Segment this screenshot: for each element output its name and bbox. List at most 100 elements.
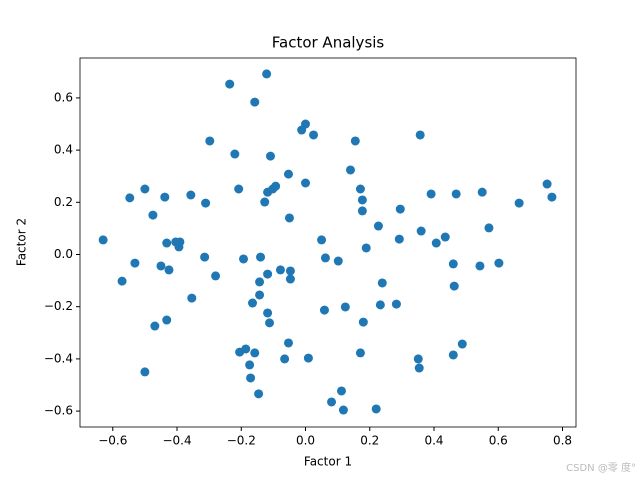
- point: [280, 354, 290, 364]
- point: [303, 353, 313, 363]
- point: [254, 389, 264, 399]
- point: [283, 338, 293, 348]
- point: [394, 234, 404, 244]
- point: [542, 179, 552, 189]
- point: [301, 178, 311, 188]
- x-tick-label: 0.6: [489, 434, 508, 448]
- point: [371, 404, 381, 414]
- point: [327, 397, 337, 407]
- point: [477, 187, 487, 197]
- point: [440, 232, 450, 242]
- point: [125, 193, 135, 203]
- point: [150, 321, 160, 331]
- point: [200, 252, 210, 262]
- point: [449, 281, 459, 291]
- point: [283, 169, 293, 179]
- point: [309, 130, 319, 140]
- point: [357, 195, 367, 205]
- point: [355, 348, 365, 358]
- point: [345, 165, 355, 175]
- point: [205, 136, 215, 146]
- point: [241, 344, 251, 354]
- point: [248, 298, 258, 308]
- point: [415, 130, 425, 140]
- point: [375, 300, 385, 310]
- point: [98, 235, 108, 245]
- point: [160, 192, 170, 202]
- y-tick-label: 0.0: [54, 247, 73, 261]
- y-tick-label: −0.4: [44, 351, 73, 365]
- point: [414, 363, 424, 373]
- y-tick-label: −0.2: [44, 299, 73, 313]
- point: [117, 276, 127, 286]
- point: [265, 151, 275, 161]
- point: [317, 235, 327, 245]
- point: [494, 258, 504, 268]
- point: [140, 367, 150, 377]
- point: [484, 223, 494, 233]
- point: [140, 184, 150, 194]
- point: [333, 256, 343, 266]
- point: [320, 253, 330, 263]
- point: [230, 149, 240, 159]
- point: [130, 258, 140, 268]
- point: [451, 189, 461, 199]
- point: [475, 261, 485, 271]
- point: [234, 184, 244, 194]
- point: [148, 210, 158, 220]
- point: [301, 119, 311, 129]
- point: [262, 69, 272, 79]
- point: [395, 204, 405, 214]
- point: [186, 190, 196, 200]
- point: [256, 252, 266, 262]
- point: [162, 315, 172, 325]
- watermark: CSDN @零 度°: [566, 461, 636, 474]
- y-axis-label: Factor 2: [15, 218, 29, 266]
- point: [514, 198, 524, 208]
- point: [448, 350, 458, 360]
- point: [255, 290, 265, 300]
- point: [355, 184, 365, 194]
- point: [377, 278, 387, 288]
- point: [357, 206, 367, 216]
- point: [250, 348, 260, 358]
- point: [265, 318, 275, 328]
- point: [358, 317, 368, 327]
- chart-title: Factor Analysis: [272, 34, 385, 52]
- point: [162, 238, 172, 248]
- point: [211, 271, 221, 281]
- point: [361, 243, 371, 253]
- x-tick-label: 0.0: [296, 434, 315, 448]
- point: [338, 405, 348, 415]
- point: [457, 339, 467, 349]
- point: [426, 189, 436, 199]
- point: [201, 198, 211, 208]
- y-tick-label: −0.6: [44, 404, 73, 418]
- point: [263, 269, 273, 279]
- point: [431, 238, 441, 248]
- x-tick-label: −0.4: [162, 434, 191, 448]
- x-tick-label: −0.6: [98, 434, 127, 448]
- point: [284, 213, 294, 223]
- x-tick-label: 0.2: [360, 434, 379, 448]
- point: [271, 181, 281, 191]
- point: [350, 136, 360, 146]
- point: [336, 386, 346, 396]
- plot-frame: [79, 57, 577, 428]
- point: [275, 265, 285, 275]
- point: [340, 302, 350, 312]
- point: [245, 360, 255, 370]
- point: [319, 305, 329, 315]
- point: [285, 266, 295, 276]
- point: [156, 261, 166, 271]
- point: [416, 226, 426, 236]
- point: [175, 237, 185, 247]
- y-tick-label: 0.6: [54, 90, 73, 104]
- point: [255, 277, 265, 287]
- point: [263, 308, 273, 318]
- point: [250, 97, 260, 107]
- point: [373, 221, 383, 231]
- point: [225, 79, 235, 89]
- point: [391, 299, 401, 309]
